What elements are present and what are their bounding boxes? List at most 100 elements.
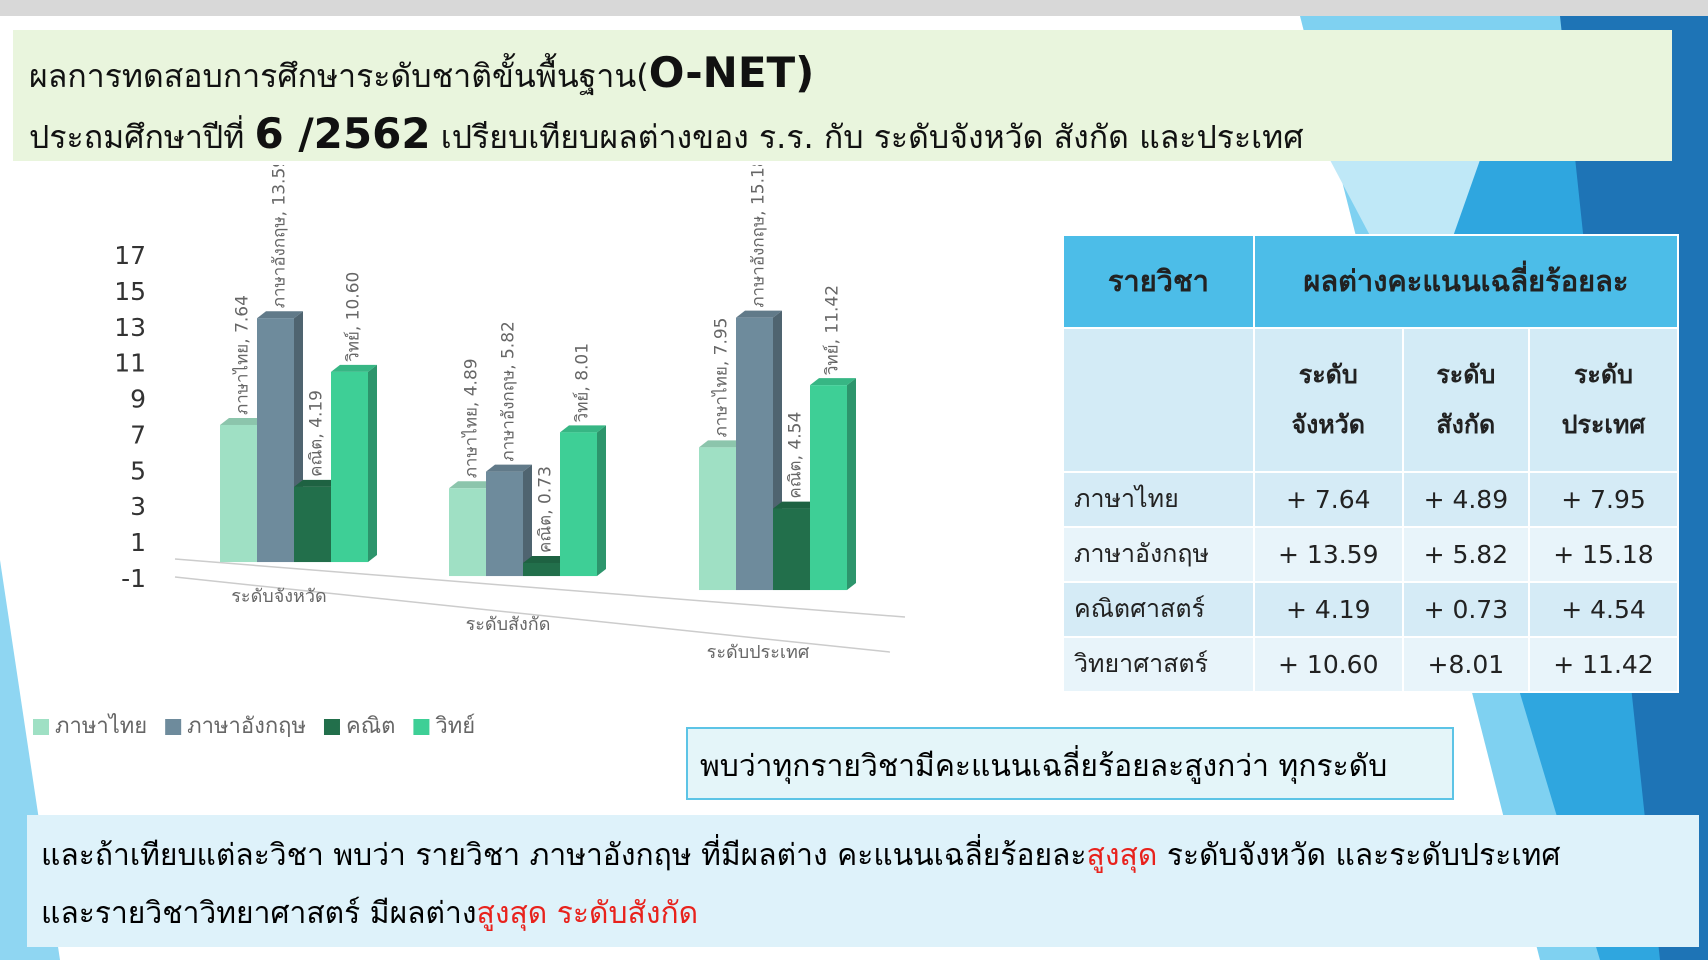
header-text: ระดับ [1436,359,1496,389]
floor-line [174,576,891,653]
bar-side [523,464,532,577]
bar [523,562,560,577]
bar [486,471,523,577]
header-cell [1062,326,1255,473]
bar-top [736,310,782,318]
note: และถ้าเทียบแต่ละวิชา พบว่า รายวิชา ภาษาอ… [27,815,1699,947]
header-cell: ระดับสังกัด [1401,326,1530,473]
table-header: รายวิชา ผลต่างคะแนนเฉลี่ยร้อยละ [1062,234,1680,329]
bar [810,385,847,591]
bar [736,317,773,591]
header-text: จังหวัด [1291,409,1366,439]
note-text: ระดับจังหวัด และระดับประเทศ [1157,838,1561,873]
table-row: คณิตศาสตร์ + 4.19 + 0.73 + 4.54 [1062,580,1680,638]
x-tick-label: ระดับจังหวัด [231,586,326,607]
bar-top [810,378,856,386]
table-cell: + 0.73 [1401,580,1530,638]
title-line: ผลการทดสอบการศึกษาระดับชาติขั้นพื้นฐาน(O… [29,44,1656,105]
table: รายวิชา ผลต่างคะแนนเฉลี่ยร้อยละ ระดับจัง… [1062,234,1680,694]
table-cell: ภาษาไทย [1062,470,1255,528]
data-label: ภาษาอังกฤษ, 13.59 [270,165,290,308]
title-text: ประถมศึกษาปีที่ [29,118,255,156]
note-text: และถ้าเทียบแต่ละวิชา พบว่า รายวิชา ภาษาอ… [41,838,1087,873]
table-cell: + 4.89 [1401,470,1530,528]
legend-swatch [323,719,340,735]
legend-swatch [165,719,182,735]
note-line: และถ้าเทียบแต่ละวิชา พบว่า รายวิชา ภาษาอ… [41,827,1685,885]
data-label: ภาษาไทย, 7.64 [232,295,253,415]
title-text: เปรียบเทียบผลต่างของ ร.ร. กับ ระดับจังหว… [430,118,1304,156]
note: พบว่าทุกรายวิชามีคะแนนเฉลี่ยร้อยละสูงกว่… [686,727,1454,800]
data-label: วิทย์, 11.42 [823,285,843,376]
legend-label: ภาษาไทย [55,713,147,739]
note-line: และรายวิชาวิทยาศาสตร์ มีผลต่างสูงสุด ระด… [41,885,1685,943]
data-label: ภาษาอังกฤษ, 15.18 [749,165,769,308]
table-row: ภาษาไทย + 7.64 + 4.89 + 7.95 [1062,470,1680,528]
note-text: และรายวิชาวิทยาศาสตร์ มีผลต่าง [41,896,477,931]
data-label: คณิต, 0.73 [536,466,556,553]
y-tick-label: 5 [130,456,146,485]
bar [449,488,486,577]
bar-top [773,501,819,509]
table-cell: + 4.54 [1527,580,1680,638]
y-tick-label: 7 [130,420,146,449]
table-subheader: ระดับ จังหวัด ระดับ สังกัด ระดับ ประเทศ [1062,326,1680,473]
data-label: คณิต, 4.19 [307,390,327,477]
bar-top [331,364,377,372]
header-cell: ระดับประเทศ [1527,326,1680,473]
y-tick-label: 13 [114,313,146,342]
bar-top [220,417,266,425]
header-text: ระดับ [1574,359,1633,389]
header-text: ประเทศ [1561,409,1646,439]
title-text: O-NET) [648,48,815,97]
bar [560,432,597,577]
bar-top [257,311,303,319]
y-tick-label: -1 [121,564,146,593]
legend: ภาษาไทย ภาษาอังกฤษ คณิต วิทย์ [33,713,475,739]
table-cell: + 13.59 [1252,525,1404,583]
data-label: คณิต, 4.54 [786,412,806,499]
table-cell: คณิตศาสตร์ [1062,580,1255,638]
legend-swatch [33,719,49,735]
header-text: ระดับ [1298,359,1358,389]
header-text: สังกัด [1436,409,1496,439]
table-cell: วิทยาศาสตร์ [1062,635,1255,694]
note-text: สูงสุด [1086,838,1158,873]
bar [257,318,294,563]
bar-side [597,425,606,577]
bar-top [449,481,495,489]
legend-label: วิทย์ [435,714,475,739]
title-text: ผลการทดสอบการศึกษาระดับชาติขั้นพื้นฐาน( [29,57,649,95]
table-cell: + 15.18 [1527,525,1680,583]
header-cell: รายวิชา [1062,234,1255,329]
data-label: ภาษาไทย, 7.95 [711,318,732,438]
title-text: 6 /2562 [254,109,431,158]
note-text: สูงสุด ระดับสังกัด [476,896,699,931]
bar-top [486,464,532,472]
floor-line [174,558,906,618]
data-label: ภาษาไทย, 4.89 [461,358,482,478]
y-tick-label: 15 [114,277,146,306]
table-row: ภาษาอังกฤษ + 13.59 + 5.82 + 15.18 [1062,525,1680,583]
table-row: วิทยาศาสตร์ + 10.60 +8.01 + 11.42 [1062,635,1680,694]
bar [294,486,331,563]
y-tick-label: 1 [130,528,146,557]
table-cell: +8.01 [1401,635,1530,694]
y-tick-label: 9 [130,385,146,414]
bar-top [699,440,745,448]
bar-top [560,425,606,433]
x-tick-label: ระดับสังกัด [466,614,551,635]
table-body: ภาษาไทย + 7.64 + 4.89 + 7.95 ภาษาอังกฤษ + 13.… [1062,470,1680,694]
y-tick-label: 3 [130,492,146,521]
bar-side [847,378,856,591]
table-cell: + 11.42 [1527,635,1680,694]
bar-side [368,364,377,563]
header-cell: ผลต่างคะแนนเฉลี่ยร้อยละ [1252,234,1680,329]
data-label: ภาษาอังกฤษ, 5.82 [499,321,519,461]
title-box: ผลการทดสอบการศึกษาระดับชาติขั้นพื้นฐาน(O… [13,30,1672,161]
y-tick-label: 11 [114,349,146,378]
y-tick-label: 17 [114,241,146,270]
legend-swatch [413,719,430,735]
